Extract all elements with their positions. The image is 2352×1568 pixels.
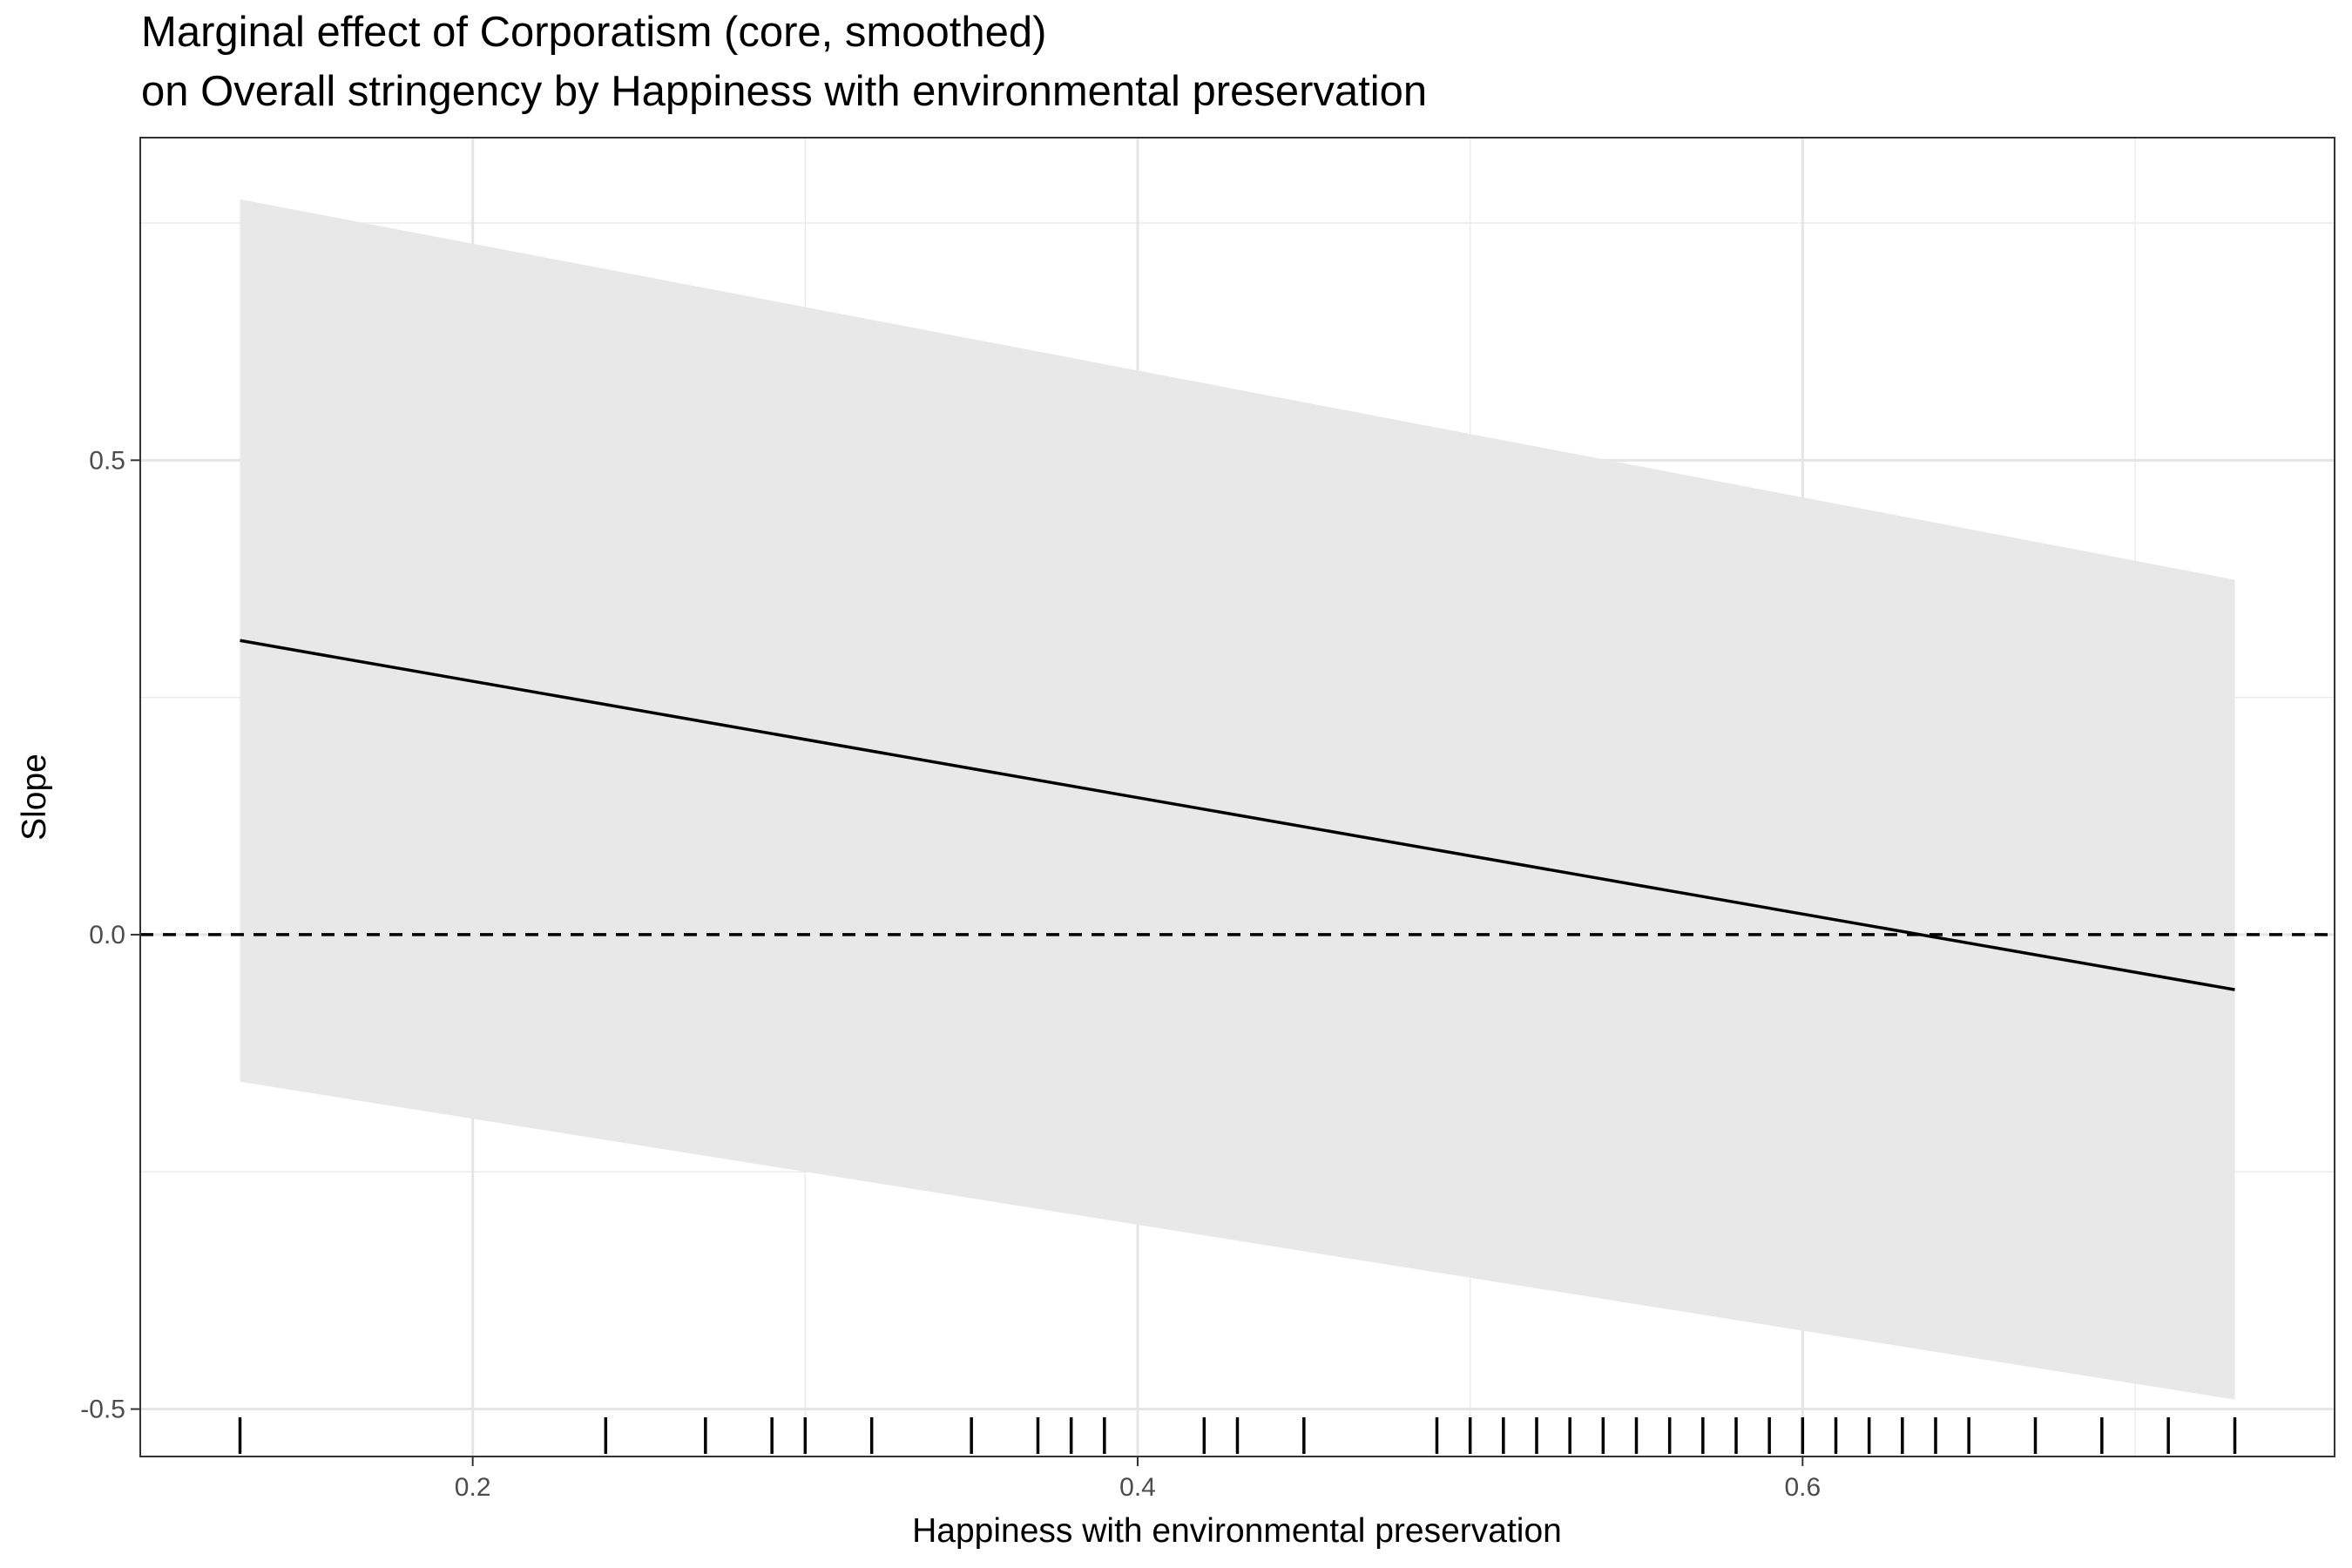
x-axis-title: Happiness with environmental preservatio… <box>912 1512 1562 1550</box>
x-tick-label: 0.2 <box>455 1473 491 1502</box>
y-axis-title: Slope <box>16 754 53 841</box>
x-axis: 0.2 0.4 0.6 <box>455 1456 1821 1502</box>
chart-subtitle: on Overall stringency by Happiness with … <box>141 68 1427 115</box>
y-tick-label: 0.5 <box>89 446 125 475</box>
y-tick-label: 0.0 <box>89 921 125 950</box>
x-tick-label: 0.4 <box>1119 1473 1156 1502</box>
y-tick-label: -0.5 <box>80 1396 125 1424</box>
chart-title: Marginal effect of Corporatism (core, sm… <box>141 9 1046 56</box>
x-tick-label: 0.6 <box>1784 1473 1821 1502</box>
y-axis: -0.5 0.0 0.5 <box>80 446 140 1423</box>
